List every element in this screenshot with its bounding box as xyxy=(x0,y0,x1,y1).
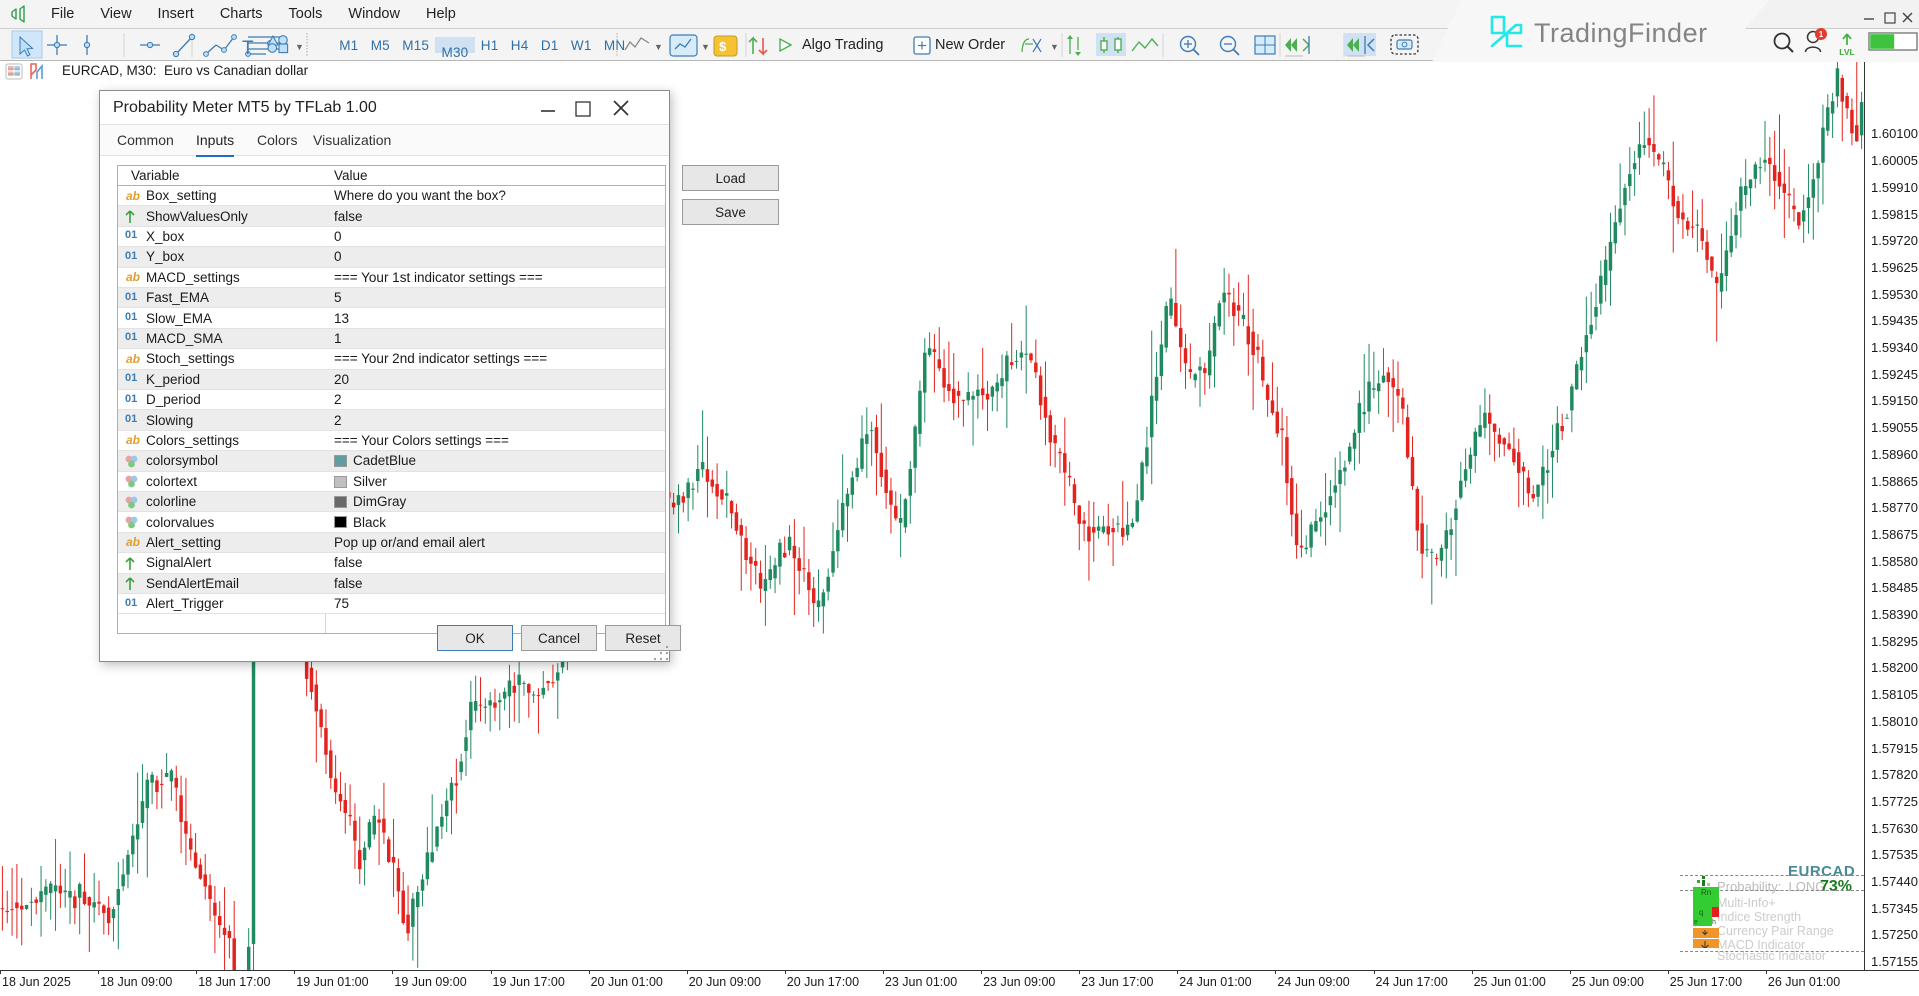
svg-text:Rn: Rn xyxy=(1701,888,1711,897)
svg-text:▼: ▼ xyxy=(701,42,710,52)
svg-text:h: h xyxy=(1712,919,1716,926)
svg-text:q: q xyxy=(1699,908,1703,917)
svg-text:$: $ xyxy=(719,39,727,54)
svg-text:1: 1 xyxy=(1819,30,1824,39)
svg-text:▼: ▼ xyxy=(654,42,663,52)
svg-text:▼: ▼ xyxy=(1050,42,1059,52)
svg-text:e: e xyxy=(1694,919,1698,926)
svg-text:LVL: LVL xyxy=(1839,47,1854,57)
